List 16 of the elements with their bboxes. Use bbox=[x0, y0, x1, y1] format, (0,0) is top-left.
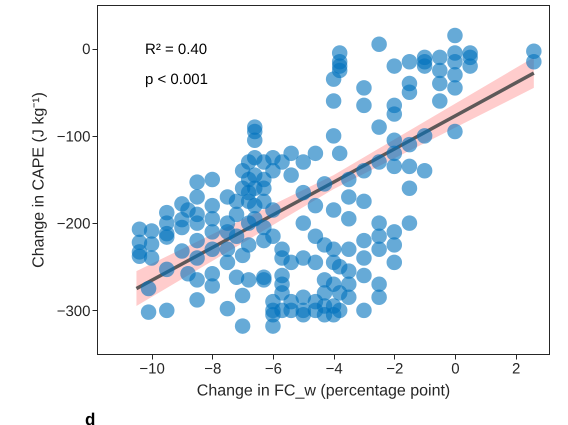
y-axis-title: Change in CAPE (J kg⁻¹) bbox=[30, 92, 48, 268]
x-tick-label: −6 bbox=[264, 360, 282, 378]
y-tick-label: 0 bbox=[82, 41, 90, 58]
x-axis-title: Change in FC_w (percentage point) bbox=[196, 382, 450, 400]
x-tick-label: −10 bbox=[139, 360, 165, 378]
x-tick-label: −8 bbox=[204, 360, 222, 378]
x-tick-label: −2 bbox=[386, 360, 404, 378]
annotation: R² = 0.40 bbox=[145, 41, 208, 58]
annotation: p < 0.001 bbox=[145, 71, 208, 88]
x-tick-label: −4 bbox=[326, 360, 343, 378]
y-tick-label: −300 bbox=[56, 302, 90, 320]
y-tick-label: −100 bbox=[56, 128, 90, 146]
text: d bbox=[85, 410, 96, 425]
x-tick-label: 2 bbox=[512, 360, 520, 378]
x-tick-label: 0 bbox=[451, 360, 460, 378]
y-tick-label: −200 bbox=[56, 216, 90, 233]
